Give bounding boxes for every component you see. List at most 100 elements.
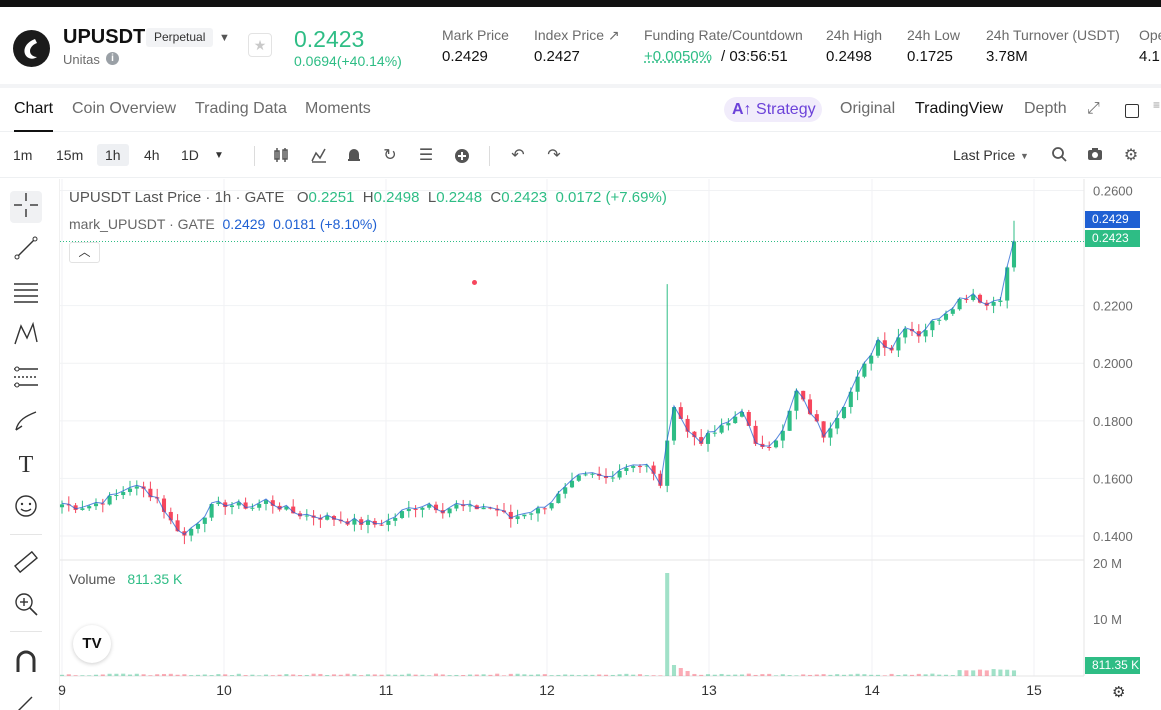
chart-toolbar: 1m 15m 1h 4h 1D ▼ ↻ ☰ ↶ ↷ Last Price ▼ ⚙ <box>0 133 1161 285</box>
candle-body <box>807 399 813 415</box>
horizontal-lines-icon[interactable] <box>10 277 42 309</box>
timeframe-15m[interactable]: 15m <box>56 147 84 163</box>
timeframe-1h[interactable]: 1h <box>97 144 129 166</box>
symbol-title[interactable]: UPUSDT <box>63 26 146 48</box>
candle-body <box>229 505 235 508</box>
candle-body <box>161 498 167 512</box>
trend-line-icon[interactable] <box>10 234 42 266</box>
volume-bar <box>624 673 629 676</box>
candle-body <box>957 299 962 310</box>
ruler-icon[interactable] <box>10 548 42 580</box>
volume-bar <box>841 674 847 676</box>
replay-icon[interactable]: ↻ <box>383 147 397 164</box>
volume-legend: Volume 811.35 K <box>69 571 182 587</box>
volume-bar <box>896 675 901 676</box>
candle-body <box>977 294 983 303</box>
crosshair-icon[interactable] <box>10 191 42 223</box>
collapse-legend-button[interactable]: ︿ <box>69 242 100 263</box>
timeframe-4h[interactable]: 4h <box>144 147 160 163</box>
redo-icon[interactable]: ↷ <box>547 147 561 164</box>
symbol-dropdown-icon[interactable]: ▼ <box>219 32 230 44</box>
timeframe-1m[interactable]: 1m <box>13 147 33 163</box>
expand-icon[interactable]: ⤢ <box>1087 100 1100 117</box>
volume-bar <box>699 674 704 676</box>
pattern-icon[interactable] <box>10 320 42 352</box>
tradingview-logo-icon[interactable]: TV <box>73 625 111 663</box>
legend-title: UPUSDT Last Price · 1h · GATE <box>69 189 285 206</box>
candle-body <box>576 475 581 481</box>
candle-body <box>488 507 493 509</box>
volume-bar <box>155 674 160 676</box>
tab-chart[interactable]: Chart <box>14 100 54 117</box>
candle-body <box>896 337 901 351</box>
legend-close: 0.2423 <box>501 189 548 206</box>
lock-drawing-icon[interactable] <box>10 689 42 710</box>
volume-bar <box>345 673 350 676</box>
info-icon[interactable]: i <box>106 52 119 65</box>
timeframe-dropdown-icon[interactable]: ▼ <box>214 150 224 161</box>
indicators-icon[interactable] <box>309 146 329 166</box>
templates-icon[interactable]: ☰ <box>418 147 434 164</box>
add-indicator-icon[interactable] <box>452 146 472 166</box>
volume-bar <box>87 675 92 676</box>
volume-bar <box>746 673 751 676</box>
candle-body <box>433 504 439 511</box>
volume-bar <box>549 675 554 676</box>
price-source-select[interactable]: Last Price <box>953 147 1016 163</box>
candle-body <box>841 406 847 419</box>
volume-bar <box>406 673 411 676</box>
candle-type-icon[interactable] <box>271 146 291 166</box>
candle-body <box>399 511 405 518</box>
view-depth[interactable]: Depth <box>1024 100 1067 117</box>
candle-body <box>454 504 459 509</box>
tab-trading-data[interactable]: Trading Data <box>195 100 287 117</box>
volume-bar <box>495 673 500 676</box>
candle-body <box>549 503 554 509</box>
brush-icon[interactable] <box>10 406 42 438</box>
settings-gear-icon[interactable]: ⚙ <box>1123 147 1139 164</box>
volume-bar <box>1011 670 1017 676</box>
price-tick-label: 0.2000 <box>1093 356 1133 371</box>
emoji-icon[interactable] <box>10 492 42 524</box>
strategy-button[interactable]: A↑ Strategy <box>724 97 822 122</box>
zoom-in-icon[interactable] <box>10 590 42 622</box>
volume-tag: 811.35 K <box>1085 657 1140 674</box>
magnet-icon[interactable] <box>10 648 42 680</box>
mark-legend-value: 0.2429 <box>222 216 266 232</box>
volume-bar <box>556 674 561 676</box>
undo-icon[interactable]: ↶ <box>511 147 525 164</box>
search-icon[interactable] <box>1049 146 1069 166</box>
volume-bar <box>359 675 364 676</box>
candle-body <box>236 502 241 506</box>
timeframe-1d[interactable]: 1D <box>181 147 199 163</box>
candle-body <box>1005 267 1010 301</box>
candle-body <box>739 412 745 417</box>
index-price-label[interactable]: Index Price ↗ <box>534 27 620 43</box>
candle-body <box>590 473 595 475</box>
camera-icon[interactable] <box>1085 146 1105 166</box>
candle-body <box>257 503 262 508</box>
menu-icon[interactable]: ≡ <box>1153 98 1161 112</box>
text-tool-icon[interactable]: T <box>18 452 34 478</box>
price-chart[interactable]: 0.2600 0.2200 0.2000 0.1800 0.1600 0.1400 20 M… <box>0 179 1161 710</box>
funding-rate-value[interactable]: +0.0050% <box>644 48 712 65</box>
view-tradingview[interactable]: TradingView <box>915 100 1004 117</box>
favorite-star-icon[interactable]: ★ <box>248 33 272 57</box>
candle-body <box>107 495 112 505</box>
chart-settings-icon[interactable]: ⚙ <box>1112 684 1126 701</box>
tab-moments[interactable]: Moments <box>305 100 371 117</box>
view-original[interactable]: Original <box>840 100 896 117</box>
alert-bell-icon[interactable] <box>344 146 364 166</box>
candle-body <box>365 520 371 525</box>
tab-coin-overview[interactable]: Coin Overview <box>72 100 177 117</box>
24h-low-label: 24h Low <box>907 27 960 43</box>
candle-body <box>209 504 214 518</box>
volume-bar <box>508 673 513 676</box>
fib-retracement-icon[interactable] <box>10 363 42 395</box>
volume-bar <box>284 674 289 676</box>
price-source-dropdown-icon[interactable]: ▼ <box>1020 151 1029 161</box>
candle-body <box>882 340 887 348</box>
window-icon[interactable] <box>1125 104 1139 118</box>
funding-rate-label[interactable]: Funding Rate/Countdown <box>644 27 803 43</box>
candle-body <box>223 502 228 508</box>
